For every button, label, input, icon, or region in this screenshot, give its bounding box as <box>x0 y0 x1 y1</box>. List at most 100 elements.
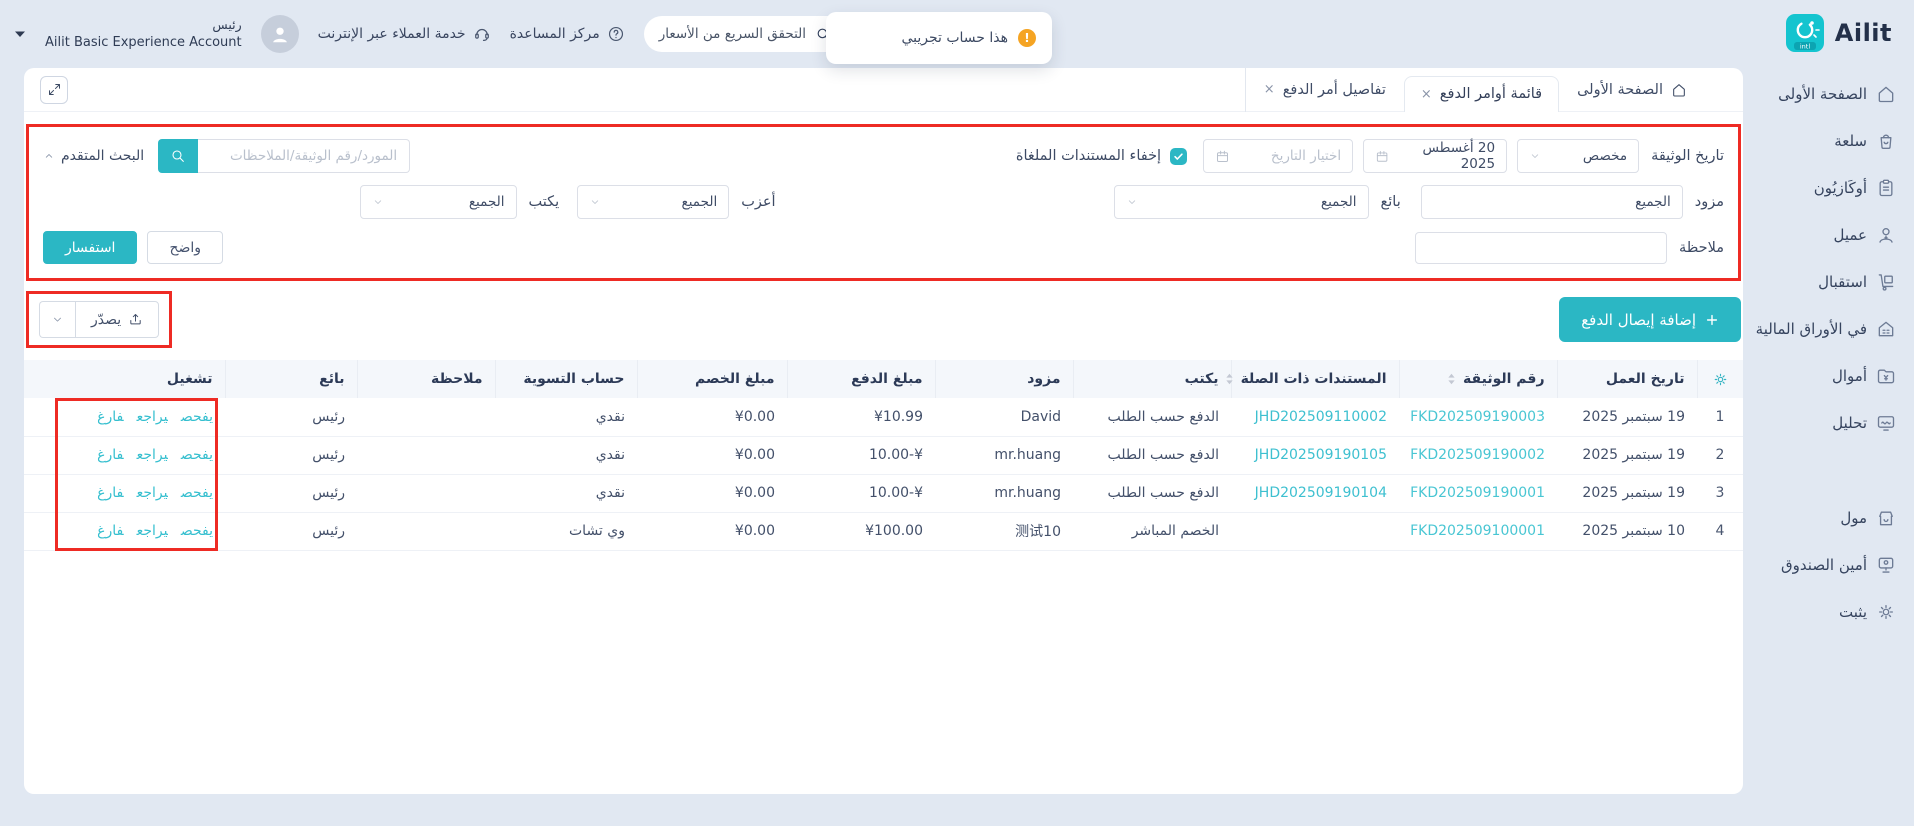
ailit-logo-icon: intl <box>1785 14 1824 52</box>
op-check-link[interactable]: يفحص <box>180 523 213 539</box>
clear-button[interactable]: واضح <box>147 231 224 264</box>
header-doc-no[interactable]: رقم الوثيقة <box>1398 360 1557 398</box>
doc-no-cell: FKD202509190001 <box>1399 474 1557 513</box>
sidebar-item-securities[interactable]: في الأوراق المالية <box>1745 305 1896 352</box>
op-review-link[interactable]: يراجع <box>136 485 168 501</box>
header-pay-amount[interactable]: مبلغ الدفع <box>786 360 935 398</box>
sidebar-item-funds[interactable]: أموال <box>1745 352 1896 399</box>
header-note[interactable]: ملاحظة <box>356 360 495 398</box>
help-center-link[interactable]: مركز المساعدة <box>510 25 625 43</box>
header-type[interactable]: يكتب <box>1072 360 1231 398</box>
op-void-link[interactable]: فارغ <box>97 408 124 425</box>
warning-icon: ! <box>1018 29 1036 47</box>
sidebar-item-client[interactable]: عميل <box>1745 211 1896 258</box>
discount-amount-cell: ¥0.00 <box>637 512 787 551</box>
add-payment-receipt-button[interactable]: إضافة إيصال الدفع <box>1559 297 1741 342</box>
tab-bar: الصفحة الأولى قائمة أوامر الدفع × تفاصيل… <box>24 67 1743 112</box>
tab-payment-order-details[interactable]: تفاصيل أمر الدفع × <box>1244 67 1404 112</box>
date-mode-select[interactable]: مخصص <box>1517 139 1640 173</box>
op-review-link[interactable]: يراجع <box>136 523 168 539</box>
header-discount-amount[interactable]: مبلغ الخصم <box>636 360 787 398</box>
op-check-link[interactable]: يفحص <box>180 485 213 501</box>
op-check-link[interactable]: يفحص <box>180 408 213 425</box>
quick-price-search[interactable]: التحقق السريع من الأسعار <box>643 16 848 52</box>
online-service-link[interactable]: خدمة العملاء عبر الإنترنت <box>318 25 491 43</box>
header-work-date[interactable]: تاريخ العمل <box>1556 360 1697 398</box>
related-doc-link[interactable]: JHD202509190104 <box>1254 485 1387 501</box>
column-settings-header[interactable] <box>1696 360 1743 398</box>
sidebar-item-reception[interactable]: استقبال <box>1745 258 1896 305</box>
annotation-export: يصدّر <box>26 291 173 348</box>
op-void-link[interactable]: فارغ <box>97 485 124 501</box>
tab-home[interactable]: الصفحة الأولى <box>1559 68 1705 112</box>
op-void-link[interactable]: فارغ <box>97 447 124 463</box>
account-caret-down-icon[interactable] <box>14 30 26 38</box>
pay-amount-cell: ¥100.00 <box>787 512 935 551</box>
toolbar-row: إضافة إيصال الدفع يصدّر <box>24 291 1743 348</box>
close-tab-icon[interactable]: × <box>1263 82 1275 97</box>
doc-no-cell: FKD202509100001 <box>1399 512 1557 551</box>
keyword-input[interactable] <box>198 139 411 173</box>
doc-no-link[interactable]: FKD202509190002 <box>1410 447 1545 463</box>
cashier-icon <box>1878 557 1894 573</box>
close-tab-icon[interactable]: × <box>1420 86 1432 102</box>
sidebar: الصفحة الأولى سلعة أوكَازيُون عميل استقب… <box>1745 68 1914 826</box>
doc-no-cell: FKD202509190002 <box>1399 436 1557 475</box>
supplier-cell: mr.huang <box>935 436 1073 475</box>
single-label: أعزب <box>741 194 776 210</box>
sort-icon[interactable] <box>1447 372 1456 386</box>
sidebar-item-settings[interactable]: يثبت <box>1745 588 1896 635</box>
sidebar-item-cashier[interactable]: أمين الصندوق <box>1745 541 1896 588</box>
related-doc-link[interactable]: JHD202509110002 <box>1254 408 1387 425</box>
type-select[interactable]: الجميع <box>359 185 517 219</box>
filter-row-2: مزود الجميع بائع الجميع أعزب الجميع <box>43 185 1724 219</box>
tab-payment-orders-list[interactable]: قائمة أوامر الدفع × <box>1403 75 1560 112</box>
supplier-select[interactable]: الجميع <box>1420 185 1683 219</box>
discount-amount-cell: ¥0.00 <box>637 436 787 475</box>
note-cell <box>357 512 495 551</box>
fullscreen-toggle-button[interactable] <box>40 75 68 104</box>
single-select[interactable]: الجميع <box>577 185 730 219</box>
date-from-picker[interactable]: 20 أغسطس 2025 <box>1363 139 1508 173</box>
query-button[interactable]: استفسار <box>43 231 138 264</box>
sidebar-item-mall[interactable]: مول <box>1745 494 1896 541</box>
doc-no-link[interactable]: FKD202509190003 <box>1410 408 1545 425</box>
sidebar-item-occasions[interactable]: أوكَازيُون <box>1745 164 1896 211</box>
header-seller[interactable]: بائع <box>224 360 357 398</box>
op-check-link[interactable]: يفحص <box>180 447 213 463</box>
sidebar-item-analysis[interactable]: تحليل <box>1745 399 1896 446</box>
op-review-link[interactable]: يراجع <box>136 408 168 425</box>
note-input[interactable] <box>1414 231 1667 264</box>
export-options-caret[interactable] <box>39 301 75 338</box>
online-service-label: خدمة العملاء عبر الإنترنت <box>317 26 466 42</box>
header-settlement[interactable]: حساب التسوية <box>494 360 637 398</box>
advanced-search-toggle[interactable]: البحث المتقدم <box>43 148 144 164</box>
header-supplier[interactable]: مزود <box>934 360 1073 398</box>
note-label: ملاحظة <box>1678 239 1724 256</box>
op-void-link[interactable]: فارغ <box>97 523 124 539</box>
account-info[interactable]: رئيس Ailit Basic Experience Account <box>45 17 242 51</box>
date-to-picker[interactable]: اختيار التاريخ <box>1203 139 1354 173</box>
search-button[interactable] <box>158 139 199 173</box>
export-split-button: يصدّر <box>39 301 160 338</box>
doc-no-link[interactable]: FKD202509100001 <box>1410 523 1545 539</box>
related-doc-cell: JHD202509110002 <box>1231 398 1399 437</box>
sort-icon[interactable] <box>1225 372 1234 386</box>
seller-select[interactable]: الجميع <box>1113 185 1369 219</box>
bag-icon <box>1880 134 1892 149</box>
export-button[interactable]: يصدّر <box>75 301 160 338</box>
plus-icon <box>1706 314 1718 325</box>
header-operation[interactable]: تشغيل <box>24 360 225 398</box>
bank-icon <box>1878 321 1894 336</box>
hide-cancelled-checkbox[interactable] <box>1170 147 1188 165</box>
doc-no-link[interactable]: FKD202509190001 <box>1410 485 1545 501</box>
avatar[interactable] <box>260 15 299 53</box>
related-doc-link[interactable]: JHD202509190105 <box>1254 447 1387 463</box>
pay-amount-cell: 10.00-¥ <box>787 474 935 513</box>
sidebar-item-home[interactable]: الصفحة الأولى <box>1745 70 1896 117</box>
header-related-docs[interactable]: المستندات ذات الصلة <box>1225 360 1399 398</box>
brand-logo[interactable]: intl Ailit <box>1785 13 1892 53</box>
op-review-link[interactable]: يراجع <box>136 447 168 463</box>
hide-cancelled-label: إخفاء المستندات الملغاة <box>1015 148 1162 164</box>
sidebar-item-commodity[interactable]: سلعة <box>1745 117 1896 164</box>
